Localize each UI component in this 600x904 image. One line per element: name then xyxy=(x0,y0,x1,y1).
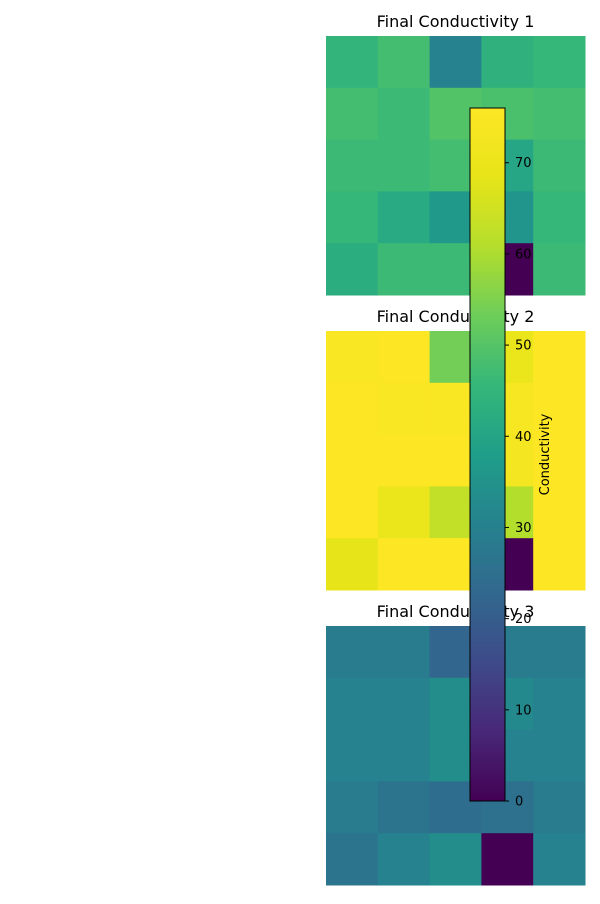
heatmap-cell xyxy=(326,781,379,834)
heatmap-cell xyxy=(377,87,431,141)
heatmap-cell xyxy=(326,191,379,244)
heatmap-cell xyxy=(377,139,431,192)
heatmap-cell xyxy=(326,243,379,296)
heatmap-cell xyxy=(533,781,586,834)
heatmap-cell xyxy=(377,677,431,731)
colorbar-label: Conductivity xyxy=(538,413,553,495)
heatmap-cell xyxy=(377,331,431,384)
colorbar-tick-label: 70 xyxy=(515,156,532,171)
colorbar-tick-label: 10 xyxy=(515,703,532,718)
heatmap-cell xyxy=(377,382,431,436)
heatmap-cell xyxy=(533,191,586,244)
heatmap-cell xyxy=(533,139,586,192)
heatmap-cell xyxy=(377,538,431,591)
heatmap-cell xyxy=(326,677,379,731)
heatmap-cell xyxy=(326,538,379,591)
heatmap-cell xyxy=(377,191,431,244)
colorbar-tick-label: 30 xyxy=(515,521,532,536)
heatmap-cell xyxy=(481,833,534,886)
heatmap-cell xyxy=(377,729,431,782)
heatmap-cell xyxy=(533,677,586,731)
heatmap-cell xyxy=(377,781,431,834)
heatmap-cell xyxy=(533,626,586,679)
heatmap-cell xyxy=(326,833,379,886)
colorbar: 0 10 20 30 40 50 60 70 Conductivity xyxy=(469,107,553,810)
heatmap-panel-2: Final Conductivity 2 xyxy=(326,307,586,591)
colorbar-tick-label: 50 xyxy=(515,339,532,354)
panel-title: Final Conductivity 3 xyxy=(377,602,535,621)
heatmap-cell xyxy=(377,626,431,679)
heatmap-cell xyxy=(533,486,586,539)
panel-title: Final Conductivity 1 xyxy=(377,12,535,31)
heatmap-cell xyxy=(533,538,586,591)
heatmap-cell xyxy=(533,243,586,296)
colorbar-tick-label: 0 xyxy=(515,795,523,810)
heatmap-cell xyxy=(377,243,431,296)
heatmap-cell xyxy=(377,434,431,487)
colorbar-tick-label: 20 xyxy=(515,612,532,627)
heatmap-cell xyxy=(326,331,379,384)
heatmap-cell xyxy=(326,729,379,782)
heatmap-cell xyxy=(326,36,379,89)
heatmap-cell xyxy=(533,382,586,436)
heatmap-cell xyxy=(533,331,586,384)
heatmap-cell xyxy=(533,833,586,886)
heatmap-cell xyxy=(481,36,534,89)
heatmap-cell xyxy=(326,382,379,436)
colorbar-gradient xyxy=(469,107,506,802)
colorbar-tick-label: 40 xyxy=(515,430,532,445)
heatmap-cell xyxy=(429,833,482,886)
heatmap-cell xyxy=(377,36,431,89)
heatmap-cell xyxy=(533,36,586,89)
heatmap-cell xyxy=(377,833,431,886)
heatmap-cell xyxy=(377,486,431,539)
heatmap-cell xyxy=(533,87,586,141)
heatmap-panel-1: Final Conductivity 1 xyxy=(326,12,586,296)
panel-title: Final Conductivity 2 xyxy=(377,307,535,326)
heatmap-cell xyxy=(326,486,379,539)
heatmap-cell xyxy=(326,626,379,679)
heatmap-cell xyxy=(533,434,586,487)
heatmap-panel-3: Final Conductivity 3 xyxy=(326,602,586,886)
colorbar-tick-label: 60 xyxy=(515,247,532,262)
heatmap-cell xyxy=(326,87,379,141)
heatmap-cell xyxy=(326,434,379,487)
heatmap-cell xyxy=(429,36,482,89)
heatmap-cell xyxy=(533,729,586,782)
heatmap-cell xyxy=(326,139,379,192)
